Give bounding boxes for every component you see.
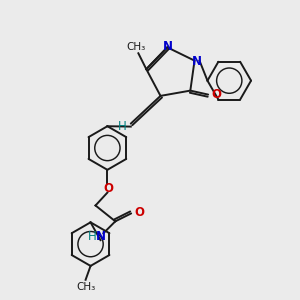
Text: CH₃: CH₃ (127, 42, 146, 52)
Text: N: N (191, 55, 202, 68)
Text: CH₃: CH₃ (76, 282, 95, 292)
Text: N: N (95, 230, 106, 243)
Text: H: H (88, 230, 97, 243)
Text: O: O (211, 88, 221, 101)
Text: O: O (103, 182, 113, 195)
Text: H: H (118, 120, 126, 133)
Text: O: O (134, 206, 144, 219)
Text: N: N (163, 40, 173, 53)
